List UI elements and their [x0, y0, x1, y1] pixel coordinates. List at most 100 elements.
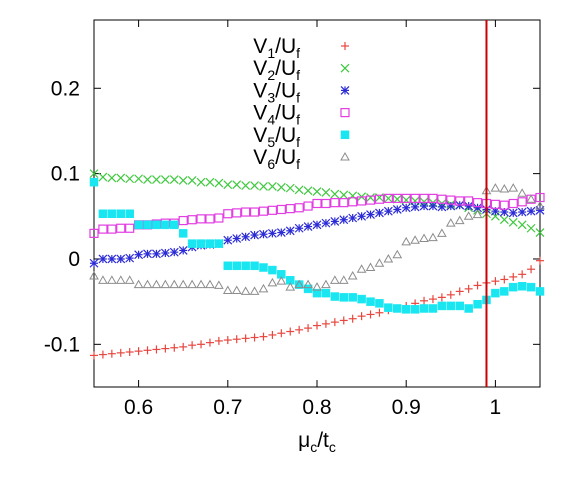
data-point: [499, 200, 509, 210]
data-point: [259, 229, 268, 239]
data-point: [357, 312, 366, 321]
data-point: [303, 279, 313, 289]
data-point: [250, 230, 259, 240]
data-point: [178, 176, 188, 185]
data-point: [214, 178, 224, 188]
data-point: [259, 182, 268, 191]
data-point: [116, 223, 126, 233]
data-point: [392, 205, 402, 214]
legend-marker: [340, 85, 350, 95]
data-point: [526, 194, 536, 203]
data-point: [445, 218, 456, 227]
data-point: [303, 186, 313, 196]
data-point: [330, 189, 340, 199]
data-point: [152, 249, 161, 259]
data-point: [508, 208, 518, 218]
data-point: [490, 183, 501, 192]
data-point: [169, 279, 180, 289]
data-point: [223, 235, 233, 245]
legend-label: V4/Uf: [253, 102, 300, 128]
data-point: [107, 173, 117, 183]
data-point: [125, 174, 135, 184]
data-point: [285, 226, 295, 236]
data-point: [249, 286, 260, 295]
data-point: [472, 198, 483, 208]
data-point: [294, 185, 304, 195]
data-point: [410, 193, 420, 203]
data-point: [161, 220, 170, 230]
data-point: [98, 172, 108, 182]
data-point: [464, 201, 474, 211]
data-point: [267, 205, 277, 215]
data-point: [365, 262, 376, 272]
data-point: [312, 198, 322, 209]
data-point: [169, 175, 179, 185]
data-point: [518, 270, 527, 279]
data-point: [393, 304, 402, 313]
data-point: [187, 215, 197, 225]
data-point: [446, 195, 456, 205]
data-point: [196, 279, 206, 289]
series-v4: [89, 192, 545, 238]
data-point: [277, 270, 286, 279]
data-point: [348, 314, 357, 323]
data-point: [124, 275, 135, 284]
x-tick-label: 1: [490, 396, 502, 419]
data-point: [295, 325, 304, 334]
y-tick-label: 0: [68, 248, 80, 271]
data-point: [258, 283, 269, 293]
y-tick-label: 0.2: [51, 77, 80, 100]
series-v3: [89, 200, 545, 268]
data-point: [383, 253, 394, 263]
data-point: [419, 201, 429, 211]
data-point: [535, 287, 545, 296]
data-point: [115, 275, 126, 284]
x-tick-label: 0.8: [302, 396, 331, 419]
data-point: [179, 342, 188, 351]
data-point: [330, 292, 340, 301]
legend-marker: [340, 107, 350, 118]
data-point: [410, 235, 420, 244]
data-point: [107, 254, 117, 264]
data-point: [89, 271, 99, 280]
data-point: [205, 338, 214, 347]
data-point: [304, 324, 313, 333]
data-point: [455, 287, 464, 296]
data-point: [250, 333, 259, 342]
data-point: [383, 193, 393, 203]
data-point: [517, 282, 527, 291]
data-point: [187, 279, 197, 289]
data-point: [437, 293, 446, 302]
data-point: [276, 276, 287, 285]
data-point: [312, 187, 322, 196]
data-point: [517, 188, 528, 197]
series-v2: [89, 169, 545, 237]
data-point: [321, 187, 331, 197]
data-point: [107, 209, 117, 218]
y-tick-label: -0.1: [44, 333, 80, 356]
data-point: [446, 201, 456, 211]
data-point: [205, 177, 215, 187]
legend-marker: [340, 151, 350, 161]
data-point: [134, 174, 144, 184]
data-point: [401, 203, 411, 213]
data-point: [232, 335, 241, 344]
data-point: [401, 236, 412, 246]
data-point: [125, 209, 134, 218]
data-point: [187, 176, 197, 185]
data-point: [375, 308, 384, 317]
data-point: [294, 279, 305, 289]
data-point: [161, 344, 170, 353]
data-point: [437, 194, 447, 204]
data-point: [437, 301, 447, 311]
data-point: [90, 351, 98, 360]
data-point: [374, 258, 385, 267]
data-point: [329, 275, 340, 284]
data-point: [401, 305, 411, 314]
data-point: [509, 272, 518, 281]
data-point: [267, 182, 277, 191]
legend-label: V2/Uf: [253, 57, 300, 83]
data-point: [446, 290, 455, 299]
data-point: [366, 297, 375, 306]
